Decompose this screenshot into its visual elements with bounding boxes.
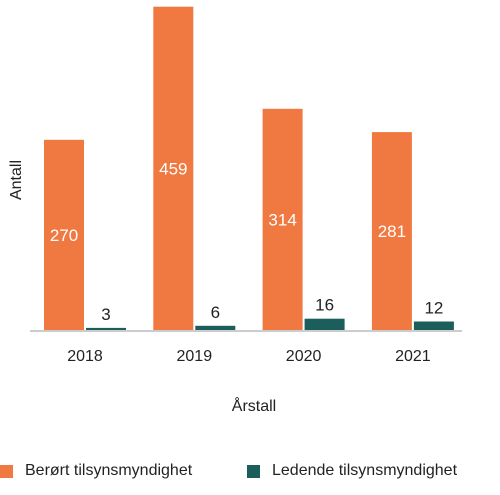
value-label-berort-2018: 270: [50, 226, 78, 245]
value-label-ledende-2019: 6: [211, 303, 220, 322]
x-tick-label-2019: 2019: [177, 348, 213, 365]
x-tick-label-2021: 2021: [395, 348, 431, 365]
bar-berort-2021: [371, 132, 412, 330]
value-label-ledende-2018: 3: [101, 305, 110, 324]
legend-label-ledende: Ledende tilsynsmyndighet: [272, 462, 458, 479]
value-label-ledende-2020: 16: [315, 296, 334, 315]
bar-ledende-2019: [195, 325, 236, 330]
x-tick-labels-group: 2018 2019 2020 2021: [67, 348, 431, 365]
value-label-berort-2020: 314: [268, 210, 296, 229]
legend-item-berort: Berørt tilsynsmyndighet: [0, 462, 192, 480]
bar-ledende-2020: [304, 318, 345, 330]
legend-swatch-ledende: [247, 464, 260, 478]
value-label-ledende-2021: 12: [424, 299, 443, 318]
legend-item-ledende: Ledende tilsynsmyndighet: [247, 462, 457, 480]
value-label-berort-2021: 281: [378, 222, 406, 241]
bar-berort-2019: [153, 6, 194, 330]
bars-group: [44, 6, 454, 330]
x-tick-label-2018: 2018: [67, 348, 103, 365]
bar-ledende-2018: [86, 327, 126, 330]
y-axis-label: Antall: [8, 160, 25, 200]
bar-ledende-2021: [413, 321, 454, 330]
x-axis-label: Årstall: [232, 396, 276, 415]
value-label-berort-2019: 459: [159, 159, 187, 178]
bar-berort-2018: [44, 139, 84, 330]
x-tick-label-2020: 2020: [286, 348, 322, 365]
bar-berort-2020: [262, 108, 303, 330]
value-labels-group: 270 3 459 6 314 16 281 12: [50, 159, 444, 324]
legend-swatch-berort: [0, 464, 13, 478]
legend-label-berort: Berørt tilsynsmyndighet: [25, 462, 193, 479]
bar-chart: 270 3 459 6 314 16 281 12 2018 2019 2020 2021 Årst…: [8, 6, 462, 415]
legend: Berørt tilsynsmyndighet Ledende tilsynsm…: [0, 462, 500, 482]
